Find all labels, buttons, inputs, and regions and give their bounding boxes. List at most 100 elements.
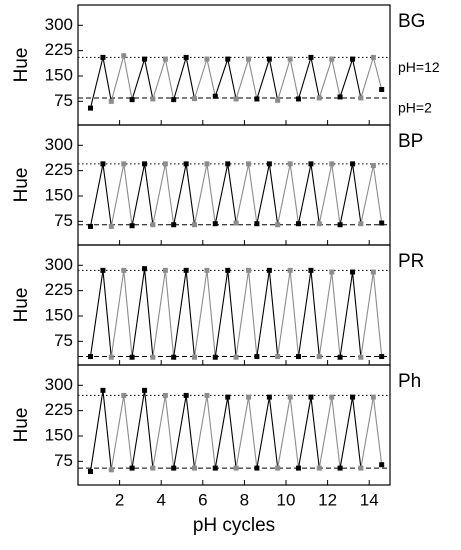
y-tick-label: 225 — [45, 280, 73, 299]
data-point — [316, 95, 322, 101]
data-point — [191, 354, 197, 360]
y-tick-label: 300 — [45, 255, 73, 274]
line-segment — [360, 271, 374, 358]
data-point — [266, 394, 272, 400]
x-tick-label: 12 — [318, 490, 337, 509]
line-segment — [185, 270, 196, 358]
reference-label: pH=12 — [398, 59, 440, 75]
data-point — [162, 161, 168, 167]
data-point — [329, 161, 335, 167]
panel-title: PR — [398, 251, 424, 272]
data-point — [100, 267, 106, 273]
line-segment — [289, 58, 300, 100]
data-point — [350, 269, 356, 275]
data-point — [254, 354, 260, 360]
data-point — [171, 97, 177, 103]
data-point — [142, 161, 148, 167]
y-tick-label: 225 — [45, 40, 73, 59]
line-segment — [206, 395, 216, 469]
x-axis-label: pH cycles — [193, 515, 275, 536]
line-segment — [185, 163, 196, 225]
data-point — [108, 223, 114, 229]
line-segment — [360, 57, 374, 99]
line-segment — [289, 163, 300, 224]
line-segment — [277, 270, 291, 357]
y-tick-label: 300 — [45, 135, 73, 154]
data-point — [308, 161, 314, 167]
line-segment — [352, 58, 362, 99]
data-point — [225, 267, 231, 273]
line-segment — [89, 57, 104, 109]
x-tick-label: 2 — [115, 490, 124, 509]
data-point — [308, 267, 314, 273]
x-tick-label: 14 — [360, 490, 379, 509]
data-point — [379, 87, 385, 93]
data-point — [275, 465, 281, 471]
line-segment — [152, 58, 166, 100]
data-point — [308, 394, 314, 400]
data-point — [129, 223, 135, 229]
line-segment — [89, 270, 104, 357]
data-point — [191, 465, 197, 471]
line-segment — [318, 163, 333, 224]
line-segment — [372, 271, 383, 357]
line-segment — [310, 57, 320, 99]
line-segment — [89, 163, 104, 227]
line-segment — [206, 163, 216, 224]
line-segment — [372, 57, 383, 90]
line-segment — [318, 58, 333, 99]
line-segment — [227, 397, 237, 469]
line-segment — [227, 58, 237, 100]
data-point — [246, 394, 252, 400]
line-segment — [235, 58, 250, 100]
data-point — [183, 161, 189, 167]
line-segment — [214, 58, 229, 97]
line-segment — [331, 397, 341, 469]
reference-label: pH=2 — [398, 100, 432, 116]
line-segment — [352, 271, 362, 358]
line-segment — [297, 57, 312, 100]
data-point — [246, 56, 252, 62]
data-point — [358, 354, 364, 360]
line-segment — [256, 270, 270, 357]
line-segment — [256, 163, 270, 224]
line-segment — [331, 163, 341, 225]
y-tick-label: 300 — [45, 375, 73, 394]
data-point — [350, 394, 356, 400]
line-segment — [235, 163, 250, 224]
data-point — [295, 221, 301, 227]
data-point — [142, 56, 148, 62]
line-segment — [152, 270, 166, 358]
line-segment — [102, 270, 112, 358]
data-point — [121, 392, 127, 398]
data-point — [337, 465, 343, 471]
line-segment — [173, 163, 187, 225]
data-point — [246, 267, 252, 273]
line-segment — [206, 58, 216, 97]
data-point — [100, 161, 106, 167]
line-segment — [277, 163, 291, 225]
data-point — [212, 93, 218, 99]
line-segment — [152, 163, 166, 225]
data-point — [275, 222, 281, 228]
line-segment — [248, 270, 258, 357]
line-segment — [297, 397, 312, 469]
line-segment — [206, 270, 216, 358]
data-point — [212, 354, 218, 360]
line-segment — [173, 270, 187, 358]
data-point — [204, 267, 210, 273]
x-tick-label: 4 — [156, 490, 165, 509]
line-segment — [339, 163, 354, 225]
line-segment — [339, 58, 354, 98]
y-axis-label: Hue — [11, 408, 32, 443]
line-segment — [256, 397, 270, 469]
line-segment — [248, 397, 258, 469]
x-tick-label: 6 — [198, 490, 207, 509]
data-point — [358, 465, 364, 471]
line-segment — [152, 395, 166, 469]
plot-frame — [77, 124, 391, 246]
line-segment — [131, 268, 146, 358]
line-segment — [248, 163, 258, 224]
data-point — [100, 387, 106, 393]
